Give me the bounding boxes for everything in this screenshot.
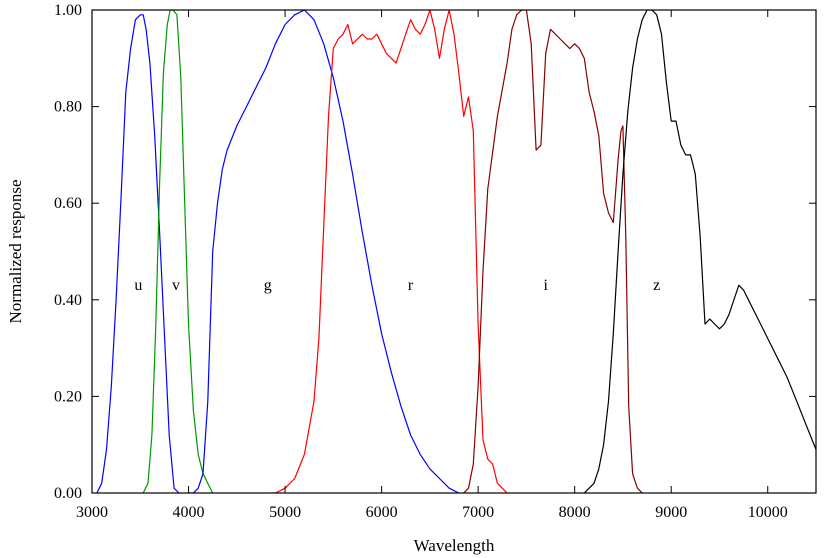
- series-line-g: [188, 10, 460, 493]
- y-tick-label: 0.20: [54, 388, 82, 405]
- series-line-u: [96, 14, 180, 493]
- x-tick-label: 10000: [748, 504, 788, 521]
- y-tick-label: 0.80: [54, 99, 82, 116]
- y-tick-label: 0.40: [54, 292, 82, 309]
- x-axis-title: Wavelength: [414, 536, 495, 555]
- axis-ticks: 3000 4000 5000 6000 7000 8000 9000 10000 0.00 0.2…: [54, 2, 816, 521]
- x-tick-label: 6000: [366, 504, 398, 521]
- x-tick-label: 3000: [76, 504, 108, 521]
- series-curves: [96, 10, 816, 493]
- band-label-g: g: [264, 277, 272, 294]
- band-label-r: r: [408, 277, 414, 294]
- series-line-z: [583, 10, 816, 493]
- band-label-v: v: [172, 277, 180, 294]
- x-tick-label: 9000: [655, 504, 687, 521]
- y-axis-title: Normalized response: [6, 180, 25, 324]
- band-label-u: u: [134, 277, 142, 294]
- x-tick-label: 8000: [559, 504, 591, 521]
- series-line-i: [463, 10, 643, 493]
- x-tick-label: 7000: [462, 504, 494, 521]
- x-tick-label: 5000: [269, 504, 301, 521]
- band-label-z: z: [653, 277, 660, 294]
- series-line-r: [270, 10, 508, 493]
- series-line-v: [142, 10, 214, 493]
- band-label-i: i: [543, 277, 548, 294]
- y-tick-label: 0.60: [54, 195, 82, 212]
- y-tick-label: 1.00: [54, 2, 82, 19]
- x-tick-label: 4000: [173, 504, 205, 521]
- y-tick-label: 0.00: [54, 485, 82, 502]
- plot-frame: [91, 9, 817, 494]
